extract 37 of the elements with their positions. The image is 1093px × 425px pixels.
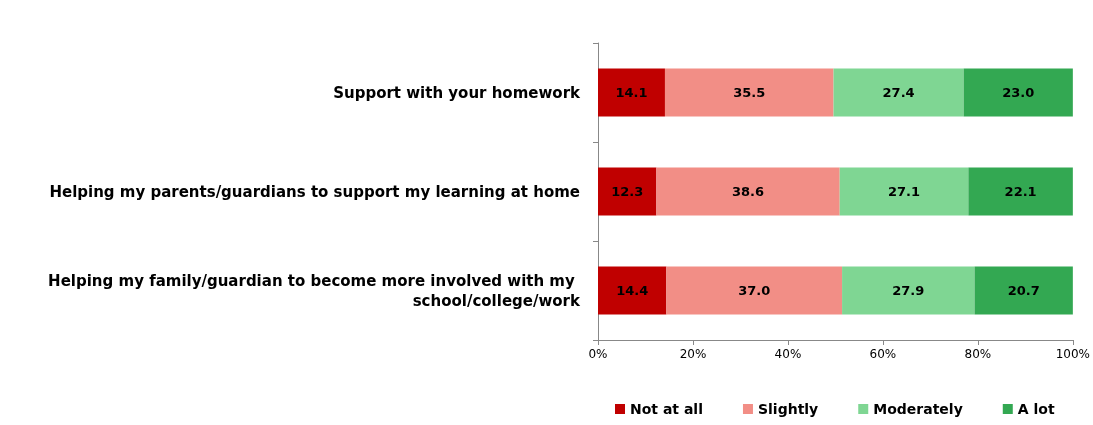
- data-label: 20.7: [1007, 283, 1040, 298]
- x-tick-label: 100%: [1055, 347, 1090, 361]
- data-label: 37.0: [738, 283, 771, 298]
- data-label: 12.3: [611, 184, 644, 199]
- data-label: 27.1: [888, 184, 921, 199]
- y-tick-label: Helping my family/guardian to become more involved with my school/college/work: [48, 271, 582, 310]
- bar: [598, 266, 667, 315]
- bar: [974, 266, 1073, 315]
- legend-label: Not at all: [630, 401, 703, 417]
- data-label: 23.0: [1002, 85, 1035, 100]
- bar: [656, 167, 840, 216]
- bar: [833, 68, 964, 117]
- data-label: 27.4: [882, 85, 915, 100]
- legend-label: A lot: [1017, 401, 1055, 417]
- x-tick-label: 40%: [774, 347, 802, 361]
- x-tick-label: 20%: [679, 347, 707, 361]
- data-label: 14.1: [615, 85, 648, 100]
- data-label: 38.6: [732, 184, 765, 199]
- bar: [598, 68, 665, 117]
- x-tick-label: 60%: [869, 347, 897, 361]
- legend-label: Slightly: [757, 401, 819, 417]
- bar: [963, 68, 1073, 117]
- data-label: 22.1: [1004, 184, 1037, 199]
- x-tick-label: 0%: [588, 347, 608, 361]
- data-label: 14.4: [616, 283, 649, 298]
- y-tick-label: Helping my parents/guardians to support my learning at home: [49, 182, 580, 201]
- bar: [666, 266, 843, 315]
- bar: [664, 68, 834, 117]
- legend-label: Moderately: [873, 401, 963, 417]
- data-label: 35.5: [733, 85, 766, 100]
- bar: [839, 167, 969, 216]
- data-label: 27.9: [892, 283, 925, 298]
- y-tick-label: Support with your homework: [333, 83, 582, 102]
- bar: [968, 167, 1073, 216]
- bar: [842, 266, 975, 315]
- x-tick-label: 80%: [964, 347, 992, 361]
- bar: [598, 167, 657, 216]
